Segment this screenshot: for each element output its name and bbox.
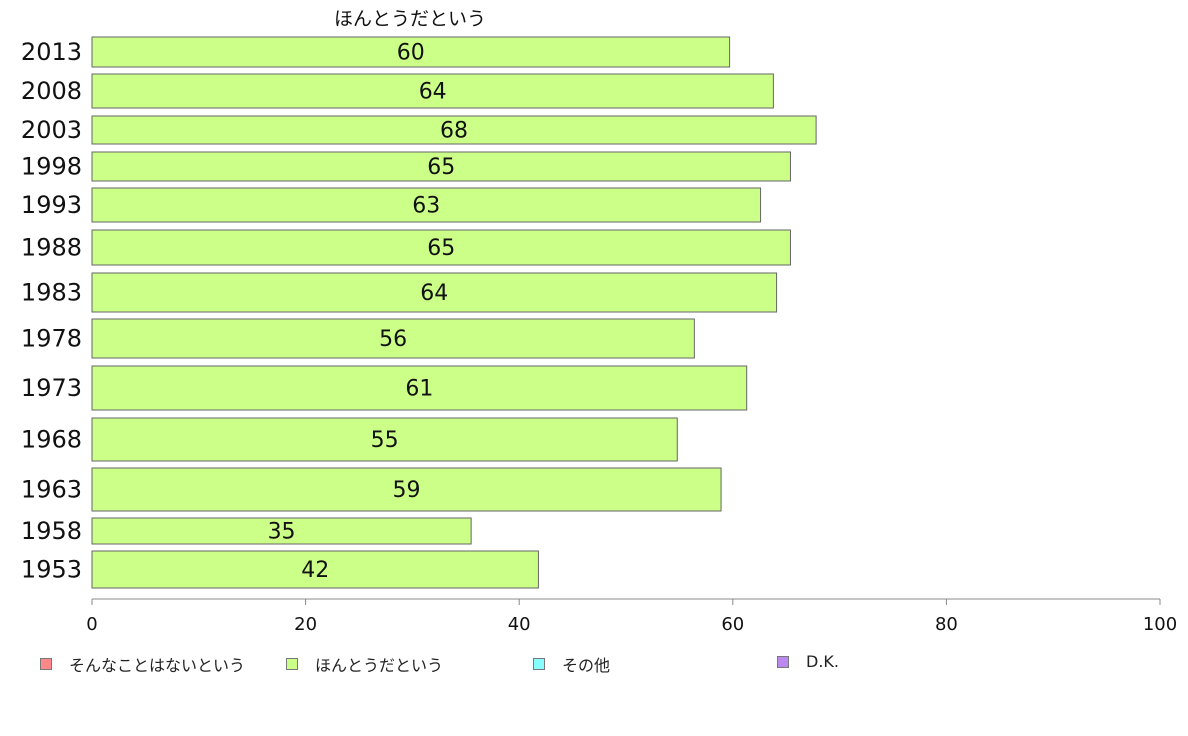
data-label-1988: 65 — [427, 236, 455, 261]
bar-1978 — [91, 318, 695, 359]
x-tick-label-100: 100 — [1143, 614, 1177, 635]
data-label-1963: 59 — [393, 478, 421, 503]
legend-swatch-dk — [777, 655, 789, 668]
bar-1983 — [91, 272, 778, 313]
category-label-1953: 1953 — [21, 556, 82, 584]
bar-2008 — [91, 73, 774, 109]
legend-label-honto: ほんとうだという — [315, 656, 444, 675]
category-label-1963: 1963 — [21, 476, 82, 504]
legend-item-sonna: そんなことはないという — [40, 652, 245, 676]
category-label-1968: 1968 — [21, 426, 82, 454]
category-label-1958: 1958 — [21, 517, 82, 545]
bar-1973 — [91, 365, 748, 411]
category-label-1978: 1978 — [21, 325, 82, 353]
series-title: ほんとうだという — [334, 8, 486, 30]
bar-1958 — [91, 517, 472, 545]
data-label-1983: 64 — [420, 281, 448, 306]
bar-2003 — [91, 115, 817, 145]
bar-2013 — [91, 36, 731, 68]
bar-1963 — [91, 467, 722, 512]
data-label-1973: 61 — [405, 377, 433, 402]
category-label-1988: 1988 — [21, 234, 82, 262]
bar-1953 — [91, 550, 539, 589]
legend-item-dk: D.K. — [777, 652, 839, 671]
legend-label-sonota: その他 — [562, 656, 611, 675]
legend-label-sonna: そんなことはないという — [69, 656, 246, 675]
legend: そんなことはないという ほんとうだという その他 D.K. — [40, 652, 1140, 675]
bar-1998 — [91, 151, 791, 182]
category-label-2003: 2003 — [21, 116, 82, 144]
data-label-1958: 35 — [268, 520, 296, 545]
x-tick-label-20: 20 — [294, 614, 317, 635]
category-label-1993: 1993 — [21, 191, 82, 219]
data-label-1993: 63 — [412, 194, 440, 219]
legend-swatch-sonota — [533, 658, 545, 670]
legend-item-honto: ほんとうだという — [286, 652, 443, 676]
data-label-1953: 42 — [301, 558, 329, 583]
x-tick-label-40: 40 — [508, 614, 531, 635]
category-label-2008: 2008 — [21, 77, 82, 105]
x-tick-label-0: 0 — [86, 614, 97, 635]
category-label-1998: 1998 — [21, 153, 82, 181]
bar-1993 — [91, 187, 762, 223]
legend-item-sonota: その他 — [533, 652, 610, 676]
category-label-1973: 1973 — [21, 374, 82, 402]
data-label-2008: 64 — [419, 80, 447, 105]
category-label-1983: 1983 — [21, 279, 82, 307]
bar-chart: ほんとうだという 2013 60 2008 64 2003 68 1998 65 1993 63 1… — [21, 8, 1177, 635]
x-tick-label-60: 60 — [721, 614, 744, 635]
legend-swatch-sonna — [40, 658, 52, 670]
x-tick-label-80: 80 — [935, 614, 958, 635]
bars-group: 2013 60 2008 64 2003 68 1998 65 1993 63 1988 65 1983… — [21, 36, 817, 589]
data-label-1978: 56 — [379, 327, 407, 352]
data-label-2003: 68 — [440, 119, 468, 144]
data-label-2013: 60 — [397, 41, 425, 66]
data-label-1968: 55 — [371, 428, 399, 453]
bar-1988 — [91, 229, 791, 266]
x-axis: 0 20 40 60 80 100 — [86, 598, 1177, 635]
legend-swatch-honto — [286, 658, 298, 670]
category-label-2013: 2013 — [21, 38, 82, 66]
legend-label-dk: D.K. — [806, 652, 839, 671]
data-label-1998: 65 — [427, 155, 455, 180]
bar-1968 — [91, 417, 678, 462]
